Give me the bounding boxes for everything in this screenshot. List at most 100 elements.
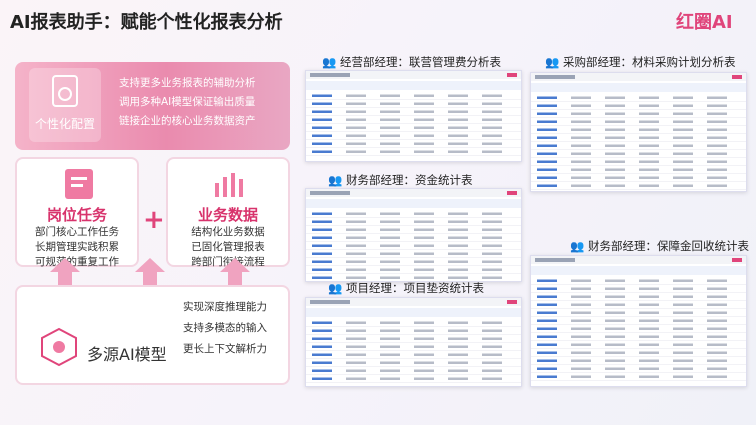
mock-cell — [346, 110, 366, 113]
mock-cell — [531, 372, 746, 373]
mock-cell — [673, 112, 693, 115]
mock-cell — [306, 139, 521, 140]
mock-cell — [639, 184, 659, 187]
mock-cell — [639, 136, 659, 139]
mock-cell — [346, 268, 366, 271]
mock-cell — [306, 233, 521, 234]
mock-cell — [306, 374, 521, 375]
mock-cell — [306, 350, 521, 351]
mock-cell — [380, 118, 400, 121]
mock-cell — [605, 327, 625, 330]
mock-cell — [414, 150, 434, 153]
mock-cell — [673, 295, 693, 298]
mock-cell — [448, 369, 468, 372]
model-line: 更长上下文解析力 — [183, 343, 267, 355]
mock-cell — [346, 361, 366, 364]
mock-cell — [571, 351, 591, 354]
report-caption: 👥 财务部经理：保障金回收统计表 — [570, 239, 749, 253]
mock-cell — [531, 189, 746, 190]
mock-cell — [346, 252, 366, 255]
mock-cell — [707, 104, 727, 107]
mock-cell — [707, 335, 727, 338]
mock-cell — [605, 287, 625, 290]
mock-cell — [571, 96, 591, 99]
mock-cell — [380, 244, 400, 247]
mock-cell — [312, 126, 332, 129]
mock-cell — [448, 228, 468, 231]
mock-cell — [414, 369, 434, 372]
mock-cell — [380, 321, 400, 324]
mock-cell — [448, 236, 468, 239]
mock-cell — [306, 249, 521, 250]
mock-cell — [482, 353, 502, 356]
mock-cell — [673, 120, 693, 123]
config-point: 链接企业的核心业务数据资产 — [119, 115, 256, 127]
caption-text: 财务部经理：资金统计表 — [345, 173, 473, 187]
mock-cell — [537, 367, 557, 370]
report-screenshot — [530, 255, 747, 387]
mock-cell — [605, 367, 625, 370]
mock-cell — [673, 152, 693, 155]
mock-cell — [414, 353, 434, 356]
mock-cell — [306, 308, 521, 317]
mock-cell — [571, 327, 591, 330]
model-card: 多源AI模型 实现深度推理能力 支持多模态的输入 更长上下文解析力 — [15, 285, 290, 385]
mock-cell — [605, 136, 625, 139]
mock-cell — [482, 361, 502, 364]
mock-cell — [537, 335, 557, 338]
mock-cell — [639, 160, 659, 163]
mock-cell — [482, 220, 502, 223]
mock-cell — [605, 359, 625, 362]
mock-cell — [380, 252, 400, 255]
mock-cell — [537, 112, 557, 115]
mock-cell — [346, 345, 366, 348]
mock-cell — [482, 236, 502, 239]
mock-cell — [312, 110, 332, 113]
mock-cell — [346, 94, 366, 97]
model-line: 实现深度推理能力 — [183, 301, 267, 313]
mock-cell — [639, 351, 659, 354]
mock-cell — [312, 276, 332, 279]
mock-cell — [380, 353, 400, 356]
mock-cell — [312, 142, 332, 145]
mock-cell — [537, 104, 557, 107]
mock-cell — [448, 220, 468, 223]
mock-cell — [346, 102, 366, 105]
mock-cell — [707, 176, 727, 179]
mock-cell — [306, 342, 521, 343]
mock-cell — [732, 258, 742, 262]
task-line: 长期管理实践积累 — [35, 241, 119, 253]
report-screenshot — [305, 188, 522, 282]
task-lines: 部门核心工作任务 长期管理实践积累 可规范的重复工作 — [17, 225, 137, 270]
mock-cell — [414, 260, 434, 263]
data-line: 已固化管理报表 — [191, 241, 265, 253]
mock-cell — [346, 228, 366, 231]
mock-cell — [448, 150, 468, 153]
mock-cell — [531, 324, 746, 325]
mock-cell — [414, 244, 434, 247]
mock-cell — [482, 244, 502, 247]
mock-cell — [380, 361, 400, 364]
mock-cell — [707, 359, 727, 362]
mock-cell — [531, 157, 746, 158]
mock-cell — [707, 279, 727, 282]
mock-cell — [414, 212, 434, 215]
mock-cell — [482, 329, 502, 332]
mock-cell — [482, 377, 502, 380]
mock-cell — [605, 128, 625, 131]
mock-cell — [673, 176, 693, 179]
mock-cell — [673, 136, 693, 139]
mock-cell — [537, 184, 557, 187]
config-title: 个性化配置 — [34, 117, 95, 131]
mock-cell — [306, 155, 521, 156]
mock-cell — [537, 144, 557, 147]
arrows — [50, 258, 250, 290]
mock-cell — [531, 380, 746, 381]
mock-cell — [605, 184, 625, 187]
mock-cell — [639, 279, 659, 282]
mock-cell — [531, 340, 746, 341]
mock-cell — [639, 144, 659, 147]
mock-cell — [306, 99, 521, 100]
mock-cell — [380, 276, 400, 279]
mock-cell — [531, 173, 746, 174]
